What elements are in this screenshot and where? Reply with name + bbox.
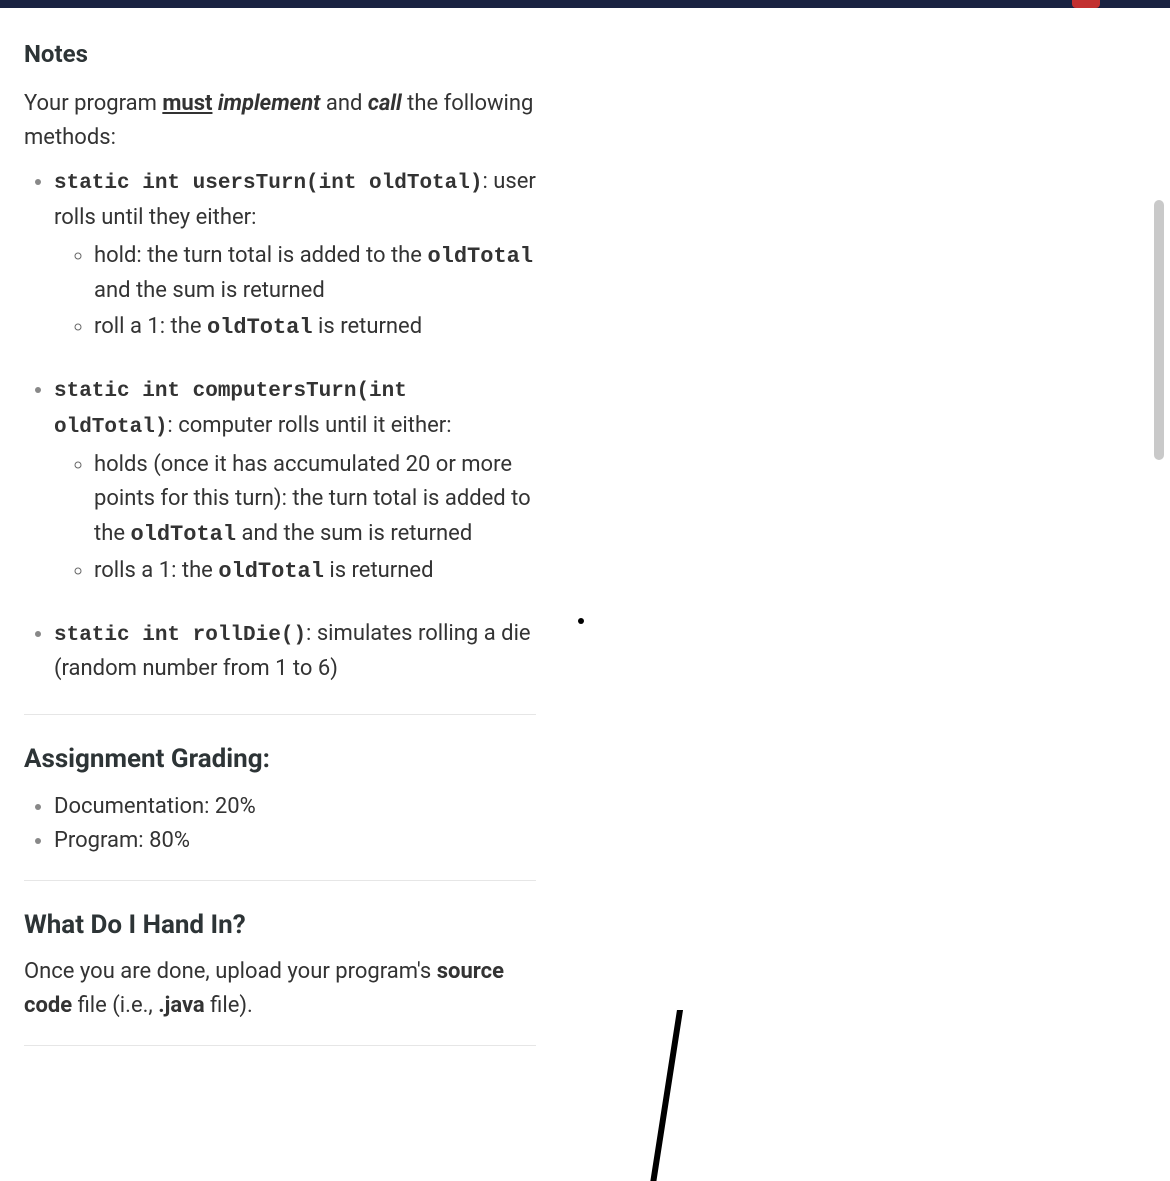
intro-implement: implement <box>212 91 320 116</box>
computersTurn-roll1: rolls a 1: the oldTotal is returned <box>94 554 536 589</box>
intro-and: and <box>320 91 367 116</box>
method-desc: : computer rolls until it either: <box>167 413 451 438</box>
sub-text-suffix: is returned <box>313 314 423 339</box>
notes-heading: Notes <box>24 36 536 73</box>
intro-text: Your program <box>24 91 162 116</box>
scrollbar-thumb[interactable] <box>1154 200 1164 460</box>
code-oldTotal: oldTotal <box>207 315 313 340</box>
grading-list: Documentation: 20% Program: 80% <box>24 790 536 858</box>
computersTurn-sublist: holds (once it has accumulated 20 or mor… <box>54 448 536 588</box>
sub-text: roll a 1: the <box>94 314 207 339</box>
computersTurn-hold: holds (once it has accumulated 20 or mor… <box>94 448 536 551</box>
code-oldTotal: oldTotal <box>130 522 236 547</box>
usersTurn-hold: hold: the turn total is added to the old… <box>94 239 536 308</box>
separator <box>24 714 536 715</box>
sub-text-suffix: is returned <box>324 558 434 583</box>
separator <box>24 1045 536 1046</box>
document-body: Notes Your program must implement and ca… <box>0 8 560 1046</box>
top-navbar <box>0 0 1170 8</box>
code-oldTotal: oldTotal <box>218 559 324 584</box>
method-signature: static int usersTurn(int oldTotal) <box>54 172 482 195</box>
separator <box>24 880 536 881</box>
method-computersTurn: static int computersTurn(int oldTotal): … <box>54 373 536 588</box>
stray-ink-dot <box>578 618 584 624</box>
intro-must: must <box>162 91 212 116</box>
method-rollDie: static int rollDie(): simulates rolling … <box>54 617 536 687</box>
handin-text-suffix: file). <box>205 993 253 1018</box>
handin-paragraph: Once you are done, upload your program's… <box>24 955 536 1023</box>
code-oldTotal: oldTotal <box>427 244 533 269</box>
methods-list: static int usersTurn(int oldTotal): user… <box>24 165 536 686</box>
sub-text: rolls a 1: the <box>94 558 218 583</box>
handin-java: .java <box>158 993 204 1018</box>
grading-heading: Assignment Grading: <box>24 739 536 779</box>
method-signature: static int rollDie() <box>54 624 306 647</box>
usersTurn-roll1: roll a 1: the oldTotal is returned <box>94 310 536 345</box>
handin-text: Once you are done, upload your program's <box>24 959 437 984</box>
usersTurn-sublist: hold: the turn total is added to the old… <box>54 239 536 345</box>
sub-text: hold: the turn total is added to the <box>94 243 427 268</box>
handin-heading: What Do I Hand In? <box>24 905 536 945</box>
handin-text-mid: file (i.e., <box>72 993 158 1018</box>
pen-annotation-stroke <box>640 1010 700 1181</box>
method-usersTurn: static int usersTurn(int oldTotal): user… <box>54 165 536 345</box>
notification-badge[interactable] <box>1072 0 1100 8</box>
intro-paragraph: Your program must implement and call the… <box>24 87 536 155</box>
intro-call: call <box>368 91 402 116</box>
sub-text-suffix: and the sum is returned <box>236 521 472 546</box>
sub-text-suffix: and the sum is returned <box>94 278 325 303</box>
grading-program: Program: 80% <box>54 824 536 858</box>
grading-documentation: Documentation: 20% <box>54 790 536 824</box>
